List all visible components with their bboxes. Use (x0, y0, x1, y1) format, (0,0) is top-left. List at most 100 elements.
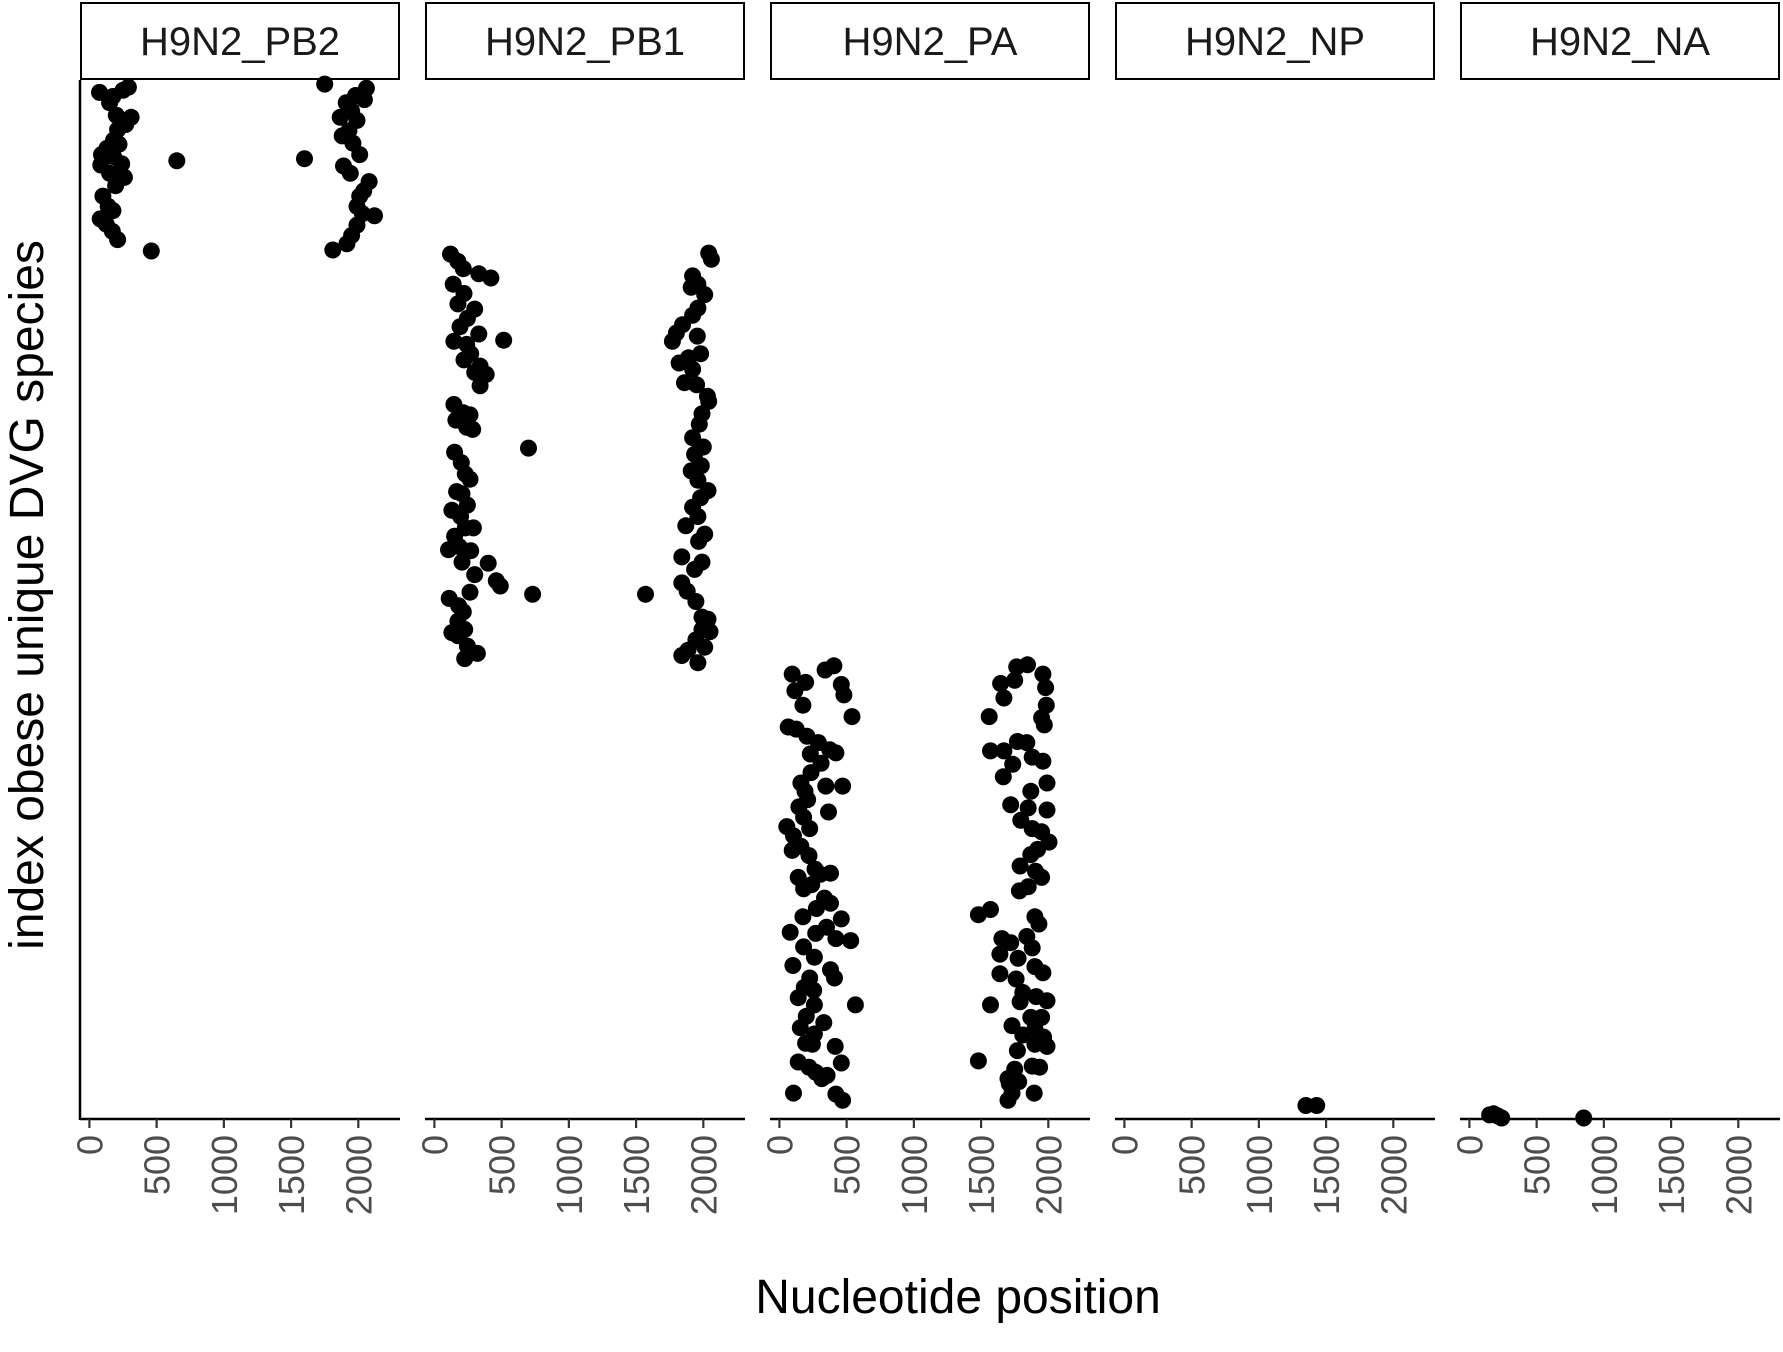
data-point (673, 548, 691, 566)
data-point (1493, 1109, 1511, 1127)
data-point (801, 820, 819, 838)
data-point (1031, 1058, 1049, 1076)
data-point (1038, 992, 1056, 1010)
data-point (440, 541, 457, 559)
data-point (826, 1037, 844, 1055)
data-point (109, 231, 127, 249)
x-tick-label: 0 (1104, 1135, 1145, 1155)
facet-strip-box (1460, 2, 1780, 80)
data-point (994, 768, 1012, 786)
data-point (1034, 752, 1052, 770)
facet-strip: H9N2_PB2 (80, 2, 400, 80)
data-point (1038, 1037, 1056, 1055)
data-point (794, 696, 812, 714)
facet-strip-label: H9N2_NP (1185, 20, 1365, 64)
x-tick-label: 500 (482, 1135, 523, 1195)
facet-strip-label: H9N2_PA (843, 20, 1018, 64)
x-tick-label: 1500 (961, 1135, 1002, 1215)
x-tick-label: 2000 (683, 1135, 724, 1215)
data-point (461, 470, 479, 488)
facet-strip-box (80, 2, 400, 80)
axes (78, 80, 1780, 1121)
data-point (1018, 734, 1036, 752)
data-point (331, 108, 349, 126)
x-tick-label: 2000 (338, 1135, 379, 1215)
data-point (296, 150, 313, 168)
data-point (1011, 993, 1029, 1011)
data-point (786, 682, 804, 700)
data-point (817, 777, 835, 795)
data-point (456, 650, 474, 668)
data-point (1019, 656, 1036, 674)
data-points (91, 75, 1593, 1127)
data-point (687, 593, 705, 610)
data-point (822, 894, 839, 912)
data-point (1034, 964, 1052, 982)
data-point (843, 708, 861, 726)
data-point (991, 965, 1009, 983)
data-point (1019, 799, 1037, 817)
x-tick-label: 1000 (549, 1135, 590, 1215)
data-point (980, 708, 998, 726)
data-point (468, 644, 486, 662)
data-point (700, 392, 718, 410)
data-point (689, 508, 707, 525)
data-point (673, 647, 691, 664)
x-tick-label: 1000 (204, 1135, 245, 1215)
data-point (113, 155, 131, 173)
data-point (466, 566, 484, 584)
data-point (142, 242, 160, 260)
data-point (813, 1070, 831, 1088)
data-point (791, 1019, 809, 1037)
data-point (495, 331, 513, 349)
data-point (1002, 796, 1020, 814)
data-point (803, 1035, 821, 1053)
x-tick-label: 2000 (1373, 1135, 1414, 1215)
data-point (696, 638, 714, 656)
data-point (785, 1084, 802, 1102)
data-point (826, 969, 843, 987)
x-tick-label: 1000 (1584, 1135, 1625, 1215)
data-point (470, 325, 488, 343)
data-point (807, 900, 825, 917)
data-point (1006, 671, 1024, 689)
data-point (1022, 846, 1040, 864)
data-point (1033, 868, 1051, 886)
x-tick-label: 0 (69, 1135, 110, 1155)
data-point (114, 81, 132, 99)
data-point (479, 554, 497, 572)
data-point (794, 908, 812, 926)
data-point (696, 286, 714, 304)
data-point (982, 996, 999, 1014)
facet-strip: H9N2_PB1 (425, 2, 745, 80)
data-point (464, 519, 482, 537)
data-point (816, 661, 834, 679)
data-point (686, 560, 704, 578)
data-point (677, 517, 695, 535)
data-point (1023, 939, 1041, 957)
data-point (999, 1091, 1017, 1109)
facet-strip-label: H9N2_NA (1530, 20, 1710, 64)
x-tick-label: 1500 (616, 1135, 657, 1215)
data-point (688, 327, 706, 345)
data-point (834, 777, 852, 795)
data-point (807, 924, 825, 942)
data-point (1011, 857, 1029, 875)
data-point (1022, 782, 1040, 800)
x-tick-label: 500 (827, 1135, 868, 1195)
x-tick-label: 1500 (271, 1135, 312, 1215)
data-point (827, 744, 845, 762)
x-tick-label: 1500 (1306, 1135, 1347, 1215)
x-tick-label: 0 (1449, 1135, 1490, 1155)
x-axis-ticks: 0 500 1000 1500 2000 0 500 1000 1500 2000 0 500 1000… (69, 1119, 1759, 1215)
data-point (637, 585, 654, 603)
data-point (168, 152, 186, 170)
data-point (701, 623, 719, 641)
data-point (702, 250, 720, 268)
data-point (445, 332, 463, 350)
data-point (820, 803, 837, 821)
x-axis-title: Nucleotide position (755, 1271, 1161, 1324)
data-point (995, 689, 1013, 707)
data-point (684, 360, 702, 378)
